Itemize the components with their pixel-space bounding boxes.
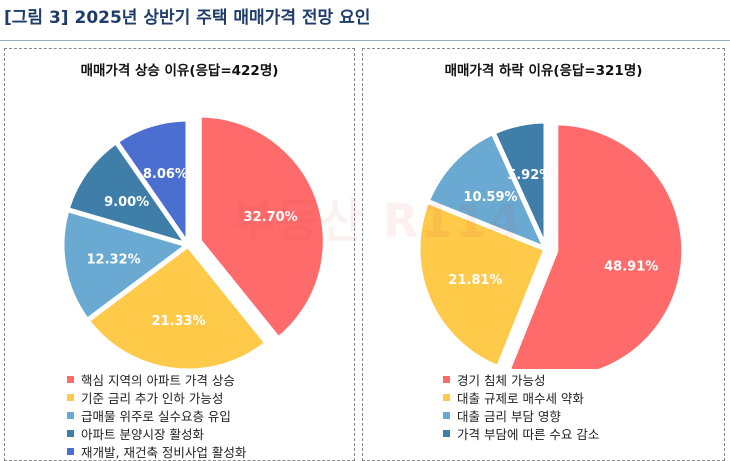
rise-legend-swatch-3 [67, 411, 74, 419]
rise-reasons-chart-panel: 매매가격 상승 이유(응답=422명) 32.70% 21.33% 12.32% 9.… [4, 48, 355, 461]
fall-legend-swatch-2 [443, 393, 450, 401]
fall-legend-label-2: 대출 규제로 매수세 약화 [457, 390, 584, 406]
fall-pie-label-1: 48.91% [604, 259, 658, 274]
fall-pie-slice-2 [415, 198, 549, 369]
fall-reasons-chart-panel: 매매가격 하락 이유(응답=321명) 48.91% 21.81% 10.59% 5.… [362, 48, 725, 461]
fall-pie-slice-3 [424, 129, 549, 252]
rise-pie-slice-5 [113, 116, 191, 248]
rise-legend-label-4: 아파트 분양시장 활성화 [81, 426, 204, 442]
fall-legend-item-1: 경기 침체 가능성 [443, 370, 599, 388]
fall-pie-label-3: 10.59% [463, 190, 517, 205]
rise-legend-item-2: 기준 금리 추가 인하 가능성 [67, 388, 246, 406]
fall-legend-item-2: 대출 규제로 매수세 약화 [443, 388, 599, 406]
fall-legend-swatch-4 [443, 429, 450, 437]
rise-legend-swatch-4 [67, 429, 74, 437]
title-divider [0, 40, 730, 41]
rise-legend-item-1: 핵심 지역의 아파트 가격 상승 [67, 370, 246, 388]
fall-legend-swatch-1 [443, 375, 450, 383]
rise-pie-label-3: 12.32% [87, 252, 141, 267]
rise-legend-item-3: 급매물 위주로 실수요층 유입 [67, 406, 246, 424]
fall-pie-slice-1 [505, 120, 687, 369]
fall-legend-item-4: 가격 부담에 따른 수요 감소 [443, 424, 599, 442]
rise-legend-item-4: 아파트 분양시장 활성화 [67, 424, 246, 442]
rise-legend-item-5: 재개발, 재건축 정비사업 활성화 [67, 442, 246, 460]
rise-chart-title: 매매가격 상승 이유(응답=422명) [80, 63, 279, 79]
fall-legend-label-1: 경기 침체 가능성 [457, 372, 546, 388]
rise-legend-label-5: 재개발, 재건축 정비사업 활성화 [81, 444, 247, 460]
rise-pie-slice-4 [64, 139, 191, 248]
rise-pie-chart: 32.70% 21.33% 12.32% 9.00% 8.06% [59, 112, 328, 369]
rise-legend-label-3: 급매물 위주로 실수요층 유입 [81, 408, 231, 424]
rise-pie-slice-1 [196, 112, 328, 342]
fall-legend-label-4: 가격 부담에 따른 수요 감소 [457, 426, 600, 442]
rise-pie-slice-2 [84, 242, 270, 369]
rise-pie-label-2: 21.33% [151, 314, 205, 329]
figure-title: [그림 3] 2025년 상반기 주택 매매가격 전망 요인 [4, 8, 371, 28]
fall-legend-swatch-3 [443, 411, 450, 419]
rise-pie-label-5: 8.06% [143, 167, 188, 182]
rise-legend-label-1: 핵심 지역의 아파트 가격 상승 [81, 372, 235, 388]
rise-pie-label-1: 32.70% [244, 210, 298, 225]
rise-legend-label-2: 기준 금리 추가 인하 가능성 [81, 390, 224, 406]
rise-legend-swatch-2 [67, 393, 74, 401]
fall-pie-chart: 48.91% 21.81% 10.59% 5.92% [415, 118, 687, 369]
rise-legend-swatch-5 [67, 447, 74, 455]
fall-legend-item-3: 대출 금리 부담 영향 [443, 406, 599, 424]
rise-pie-label-4: 9.00% [104, 195, 149, 210]
rise-legend-swatch-1 [67, 375, 74, 383]
fall-pie-label-4: 5.92% [507, 168, 552, 183]
fall-chart-title: 매매가격 하락 이유(응답=321명) [444, 63, 643, 79]
fall-legend-label-3: 대출 금리 부담 영향 [457, 408, 561, 424]
fall-pie-slice-4 [490, 118, 549, 252]
fall-pie-label-2: 21.81% [448, 273, 502, 288]
